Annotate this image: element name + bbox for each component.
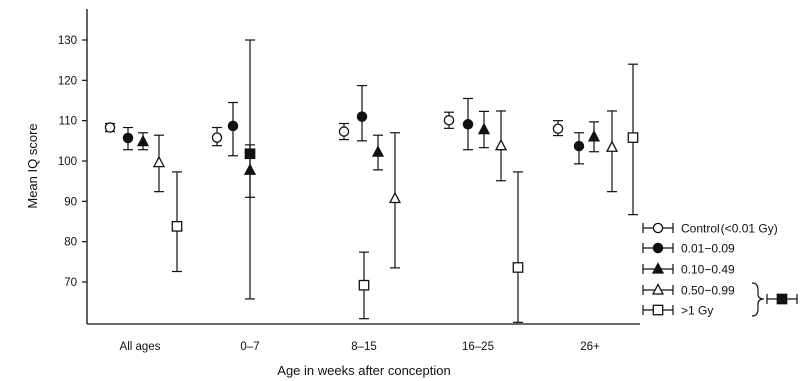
- y-ticks: 70 80 90 100 110 120 130: [58, 35, 87, 289]
- legend-marker-triangle-filled: [651, 262, 665, 274]
- point-dose-combined-over-0-5: [244, 39, 256, 300]
- y-tick-label: 100: [58, 156, 77, 168]
- marker-circle-open: [338, 126, 350, 137]
- marker-triangle-filled: [371, 145, 385, 157]
- marker-square-open: [358, 279, 370, 291]
- x-tick-label: 26+: [580, 341, 600, 353]
- marker-circle-open: [104, 122, 116, 133]
- legend-brace: [751, 282, 765, 317]
- legend-marker-square-open: [652, 304, 664, 316]
- point-control: [552, 120, 564, 137]
- y-tick-label: 90: [64, 196, 77, 208]
- data-marks: [104, 39, 639, 323]
- legend-label: 0.50−0.99: [681, 284, 735, 298]
- point-dose-0-01: [356, 84, 368, 142]
- point-dose-0-50: [388, 132, 402, 269]
- point-dose-0-50: [152, 134, 166, 193]
- x-tick-label: 0–7: [240, 341, 259, 353]
- marker-circle-open: [552, 123, 564, 134]
- y-tick-label: 120: [58, 75, 77, 87]
- point-dose-0-01: [573, 132, 585, 165]
- point-dose-0-10: [136, 132, 150, 151]
- legend-entry-combined: [766, 293, 798, 305]
- point-control: [211, 126, 223, 147]
- legend-label: Control (<0.01 Gy): [681, 222, 778, 236]
- point-control: [443, 111, 455, 129]
- legend-entry: Control (<0.01 Gy): [642, 222, 778, 236]
- axes: [86, 9, 640, 325]
- legend-marker-circle-open: [652, 222, 664, 234]
- marker-circle-filled: [227, 120, 239, 132]
- marker-circle-filled: [462, 119, 474, 130]
- point-dose-0-50: [494, 110, 508, 182]
- legend-entry: 0.10−0.49: [642, 262, 735, 277]
- marker-circle-filled: [122, 132, 134, 144]
- x-tick-label: All ages: [120, 341, 161, 353]
- legend-label: >1 Gy: [681, 304, 713, 318]
- legend-marker-square-filled: [776, 293, 788, 305]
- marker-triangle-filled: [136, 134, 150, 147]
- y-axis-label: Mean IQ score: [25, 123, 40, 208]
- point-dose-0-10: [477, 110, 491, 149]
- x-axis-label: Age in weeks after conception: [277, 363, 450, 378]
- marker-circle-open: [211, 132, 223, 143]
- point-dose-over-1: [627, 63, 639, 216]
- legend-label: 0.10−0.49: [681, 263, 735, 277]
- marker-square-open: [512, 262, 524, 273]
- legend-entry: >1 Gy: [642, 304, 713, 318]
- y-tick-label: 110: [59, 116, 77, 128]
- marker-square-filled: [244, 148, 256, 160]
- marker-triangle-open: [152, 155, 166, 168]
- y-tick-label: 70: [64, 277, 77, 289]
- x-tick-label: 8–15: [351, 341, 377, 353]
- point-dose-0-01: [122, 126, 134, 151]
- legend-entry: 0.50−0.99: [642, 283, 735, 298]
- marker-circle-filled: [356, 111, 368, 122]
- marker-triangle-filled: [587, 129, 601, 142]
- point-dose-0-01: [227, 101, 239, 157]
- marker-triangle-open: [605, 140, 619, 152]
- point-control: [104, 122, 116, 133]
- point-dose-0-50: [605, 110, 619, 193]
- marker-circle-open: [443, 115, 455, 126]
- legend-marker-circle-filled: [652, 242, 664, 254]
- legend: Control (<0.01 Gy) 0.01−0.09 0.10−0.49 0.50…: [642, 222, 798, 318]
- y-tick-label: 80: [64, 237, 77, 249]
- legend-entry: 0.01−0.09: [642, 242, 735, 256]
- marker-triangle-open: [388, 191, 402, 204]
- point-dose-over-1: [512, 171, 524, 323]
- marker-circle-filled: [573, 140, 585, 152]
- point-control: [338, 122, 350, 141]
- marker-square-open: [171, 220, 183, 232]
- point-dose-over-1: [358, 251, 370, 320]
- legend-marker-triangle-open: [651, 283, 665, 295]
- point-dose-0-01: [462, 97, 474, 151]
- point-dose-over-1: [171, 171, 183, 273]
- marker-square-open: [627, 132, 639, 143]
- marker-triangle-filled: [477, 122, 491, 135]
- point-dose-0-10: [371, 134, 385, 171]
- marker-triangle-open: [494, 138, 508, 151]
- y-tick-label: 130: [58, 35, 77, 47]
- x-tick-label: 16–25: [462, 341, 494, 353]
- legend-label: 0.01−0.09: [681, 242, 735, 256]
- x-ticks: All ages 0–7 8–15 16–25 26+: [120, 341, 600, 353]
- point-dose-0-10: [587, 121, 601, 153]
